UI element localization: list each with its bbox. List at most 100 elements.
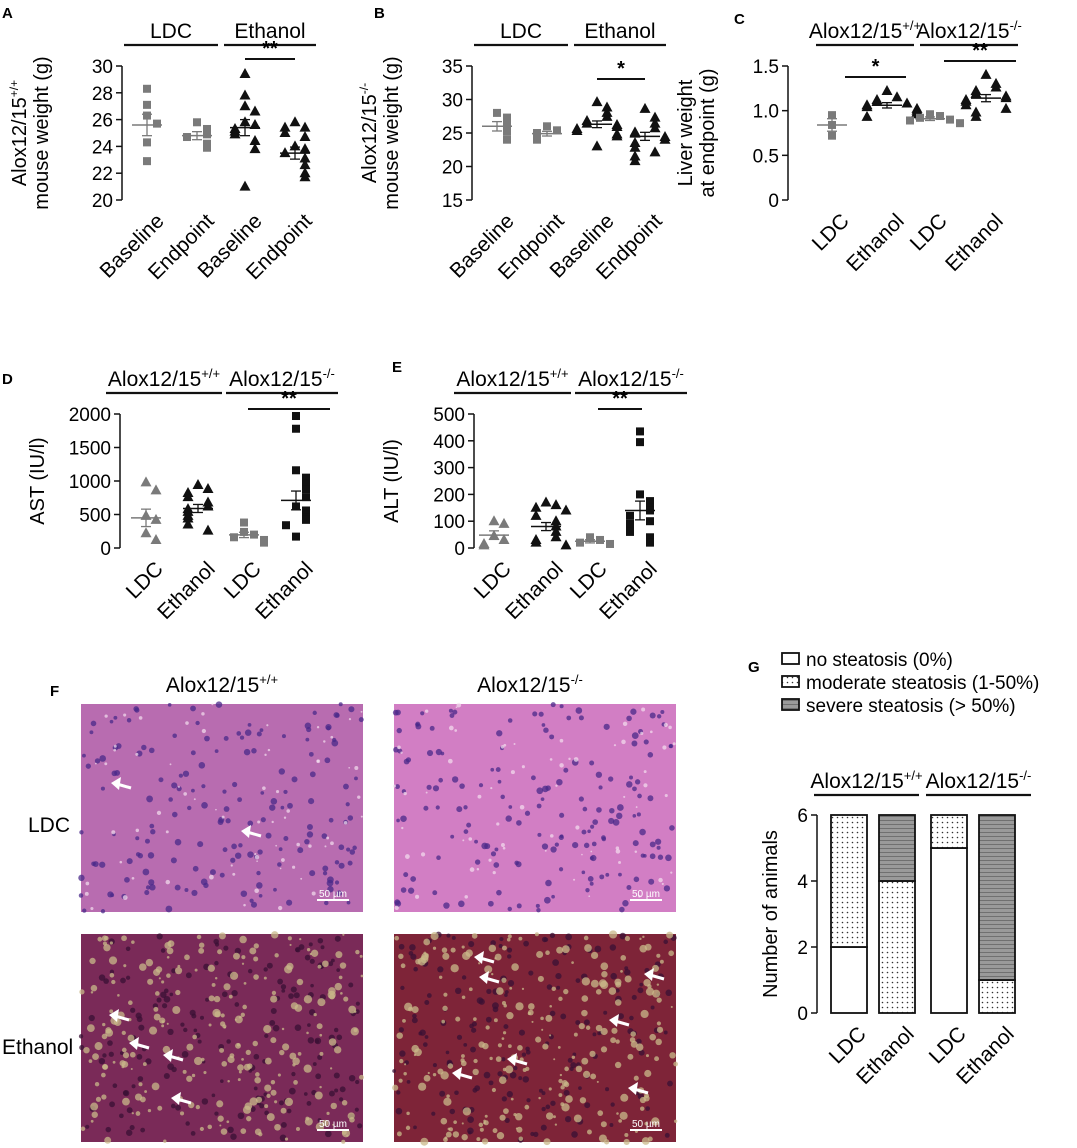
y-axis-title: Alox12/15-/- [357, 83, 381, 183]
lipid-droplet [461, 1122, 464, 1125]
lipid-droplet [83, 1046, 90, 1054]
data-point [639, 102, 651, 113]
data-point [302, 479, 310, 488]
lipid-droplet [558, 1093, 563, 1098]
nucleus [334, 935, 341, 942]
nucleus [286, 1108, 292, 1114]
lipid-droplet [353, 1028, 358, 1033]
nucleus [423, 805, 429, 811]
nucleus [288, 993, 294, 999]
lipid-droplet [618, 861, 621, 864]
nucleus [156, 997, 162, 1003]
y-tick-label: 2000 [69, 405, 111, 426]
lipid-droplet [404, 1063, 407, 1066]
nucleus [190, 1131, 196, 1136]
lipid-droplet [89, 957, 96, 965]
lipid-droplet [548, 1087, 552, 1091]
nucleus [346, 900, 351, 905]
lipid-droplet [462, 839, 465, 842]
legend-swatch [781, 675, 800, 688]
nucleus [522, 1076, 530, 1083]
nucleus [278, 1100, 284, 1106]
data-point [553, 126, 561, 135]
data-point [926, 110, 934, 119]
lipid-droplet [402, 1018, 406, 1023]
lipid-droplet [218, 932, 226, 940]
nucleus [123, 1090, 130, 1097]
nucleus [270, 798, 278, 805]
lipid-droplet [213, 995, 221, 1003]
lipid-droplet [95, 762, 97, 765]
lipid-droplet [326, 1111, 330, 1115]
nucleus [149, 823, 155, 829]
nucleus [141, 744, 147, 751]
nucleus [349, 849, 356, 855]
nucleus [161, 1003, 168, 1009]
data-point [629, 155, 641, 166]
nucleus [312, 710, 317, 716]
nucleus [633, 876, 640, 883]
nucleus [608, 817, 615, 825]
panel-letter-b: B [374, 5, 385, 22]
lipid-droplet [353, 1010, 357, 1013]
nucleus [583, 1019, 590, 1026]
nucleus [463, 805, 468, 810]
nucleus [308, 942, 313, 947]
nucleus [237, 797, 243, 803]
nucleus [343, 783, 349, 790]
data-point [861, 101, 873, 112]
arrow-icon [628, 1082, 649, 1095]
nucleus [599, 874, 605, 880]
nucleus [426, 749, 434, 757]
lipid-droplet [641, 1137, 650, 1145]
lipid-droplet [623, 795, 626, 798]
arrow-icon [479, 971, 500, 984]
lipid-droplet [194, 968, 198, 972]
nucleus [336, 1034, 343, 1041]
data-point [302, 506, 310, 515]
lipid-droplet [527, 1009, 534, 1016]
lipid-droplet [183, 792, 188, 796]
lipid-droplet [415, 894, 420, 899]
lipid-droplet [138, 1082, 143, 1087]
lipid-droplet [507, 934, 512, 939]
data-point [828, 111, 836, 120]
lipid-droplet [359, 1074, 364, 1080]
histology-col-wt: Alox12/15+/+ [166, 672, 278, 697]
lipid-droplet [267, 748, 271, 752]
lipid-droplet [154, 991, 160, 996]
nucleus [260, 817, 266, 823]
nucleus [327, 886, 334, 893]
nucleus [526, 1098, 531, 1103]
lipid-droplet [596, 1080, 599, 1083]
nucleus [396, 727, 402, 734]
nucleus [409, 944, 416, 951]
lipid-droplet [503, 743, 507, 747]
lipid-droplet [90, 1119, 94, 1123]
y-tick-label: 24 [92, 137, 114, 158]
nucleus [98, 974, 106, 981]
nucleus [320, 945, 325, 950]
nucleus [211, 1093, 216, 1098]
nucleus [432, 785, 440, 792]
nucleus [663, 1030, 668, 1035]
lipid-droplet [535, 1036, 542, 1043]
data-point [282, 521, 290, 530]
nucleus [669, 825, 675, 831]
nucleus [91, 861, 96, 867]
lipid-droplet [507, 1044, 512, 1049]
nucleus [232, 781, 238, 788]
nucleus [667, 1080, 673, 1087]
nucleus [449, 1108, 456, 1115]
lipid-droplet [651, 1117, 660, 1126]
arrow-icon [111, 777, 132, 790]
lipid-droplet [131, 940, 135, 944]
lipid-droplet [492, 1128, 498, 1134]
nucleus [348, 982, 354, 988]
nucleus [639, 982, 644, 987]
nucleus [142, 868, 150, 876]
lipid-droplet [643, 979, 651, 987]
lipid-droplet [239, 935, 247, 944]
nucleus [247, 820, 254, 827]
